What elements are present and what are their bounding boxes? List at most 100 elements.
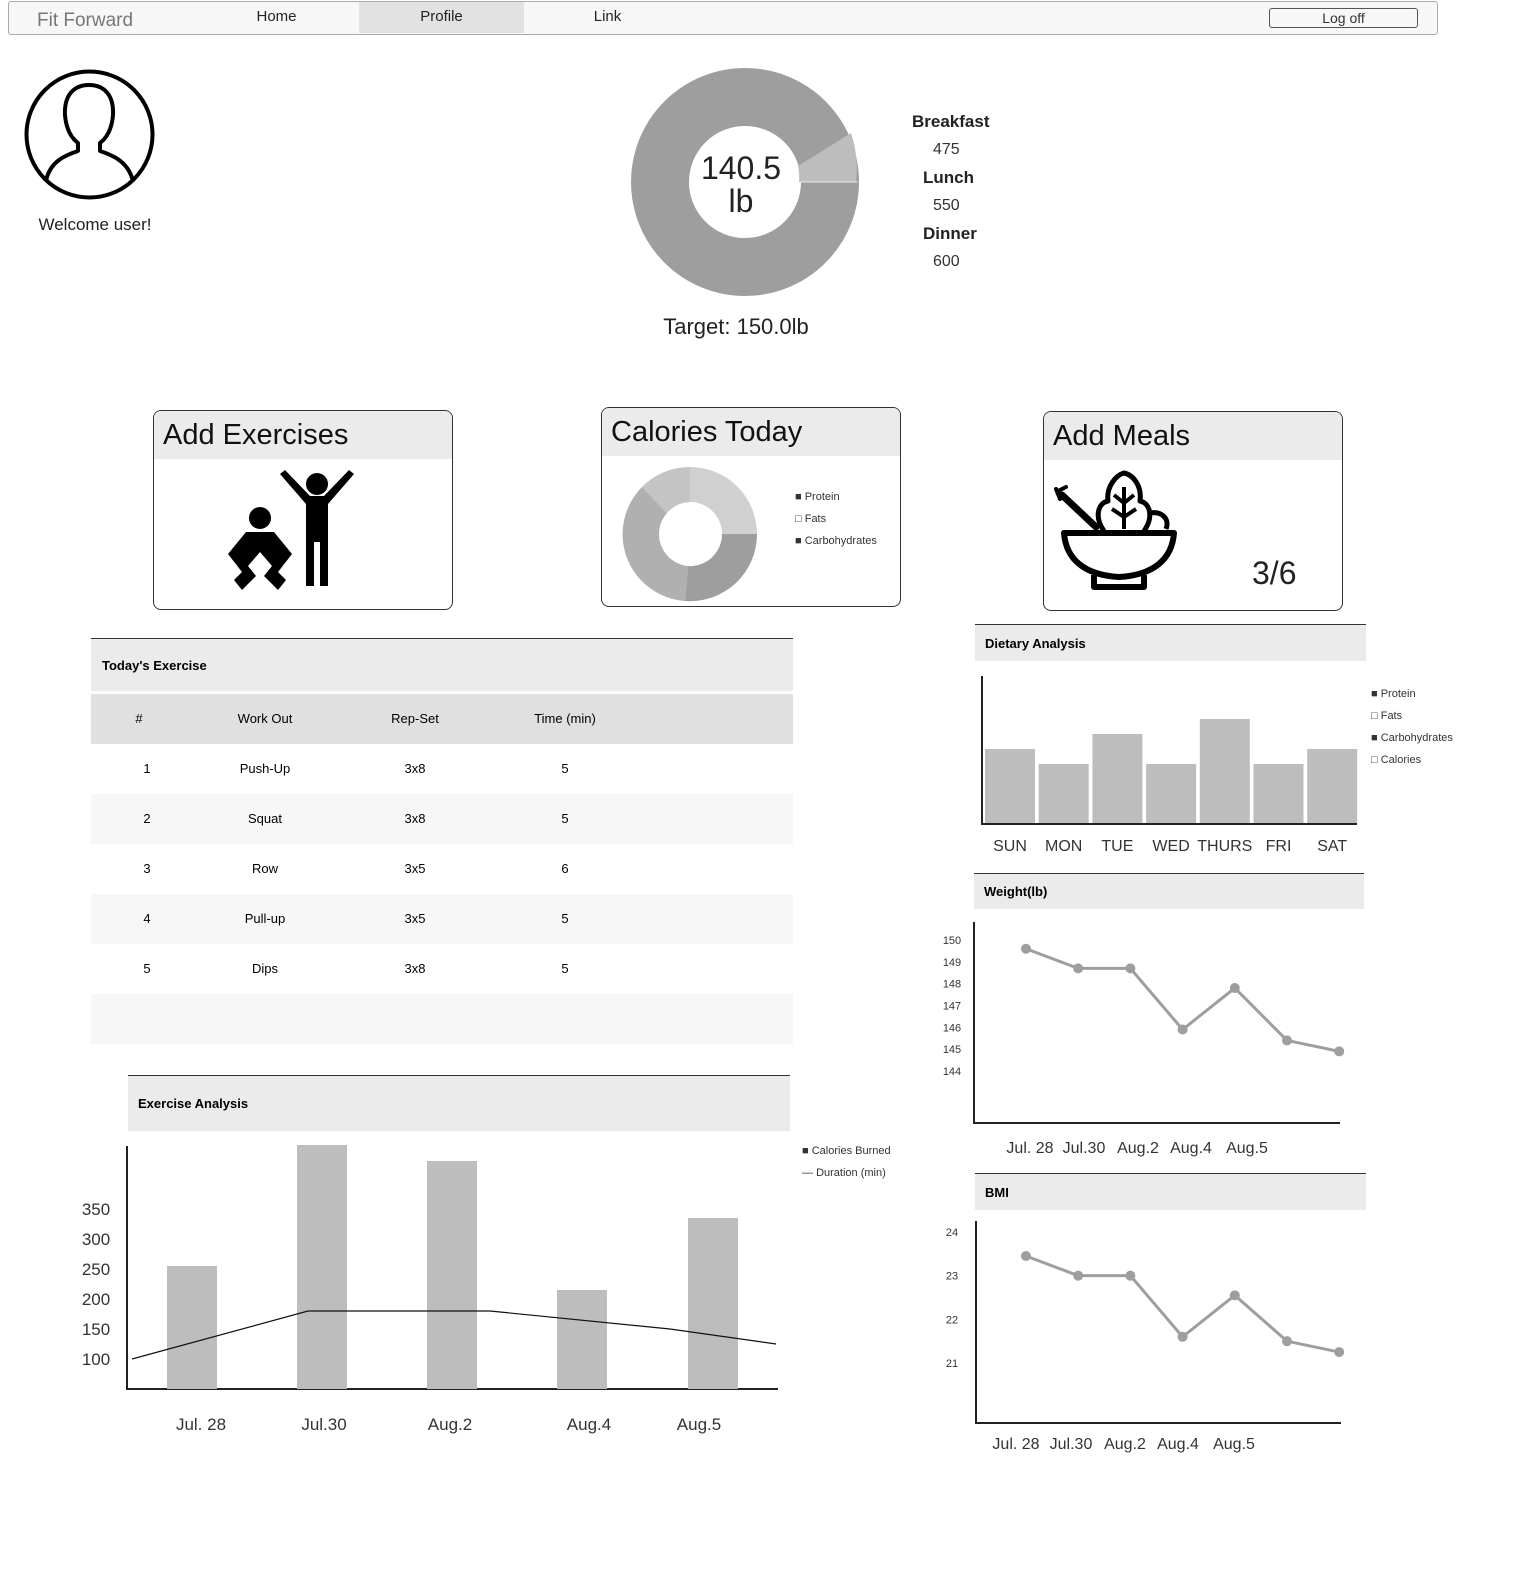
add-exercises-card[interactable]: Add Exercises xyxy=(153,410,453,610)
diet-x-label: SAT xyxy=(1317,838,1347,855)
diet-x-label: MON xyxy=(1045,838,1082,855)
exercise-bar xyxy=(167,1266,217,1389)
table-cell: Pull-up xyxy=(244,911,286,926)
todays-exercise-table: Today's Exercise # Work Out Rep-Set Time… xyxy=(91,638,793,1044)
diet-x-label: THURS xyxy=(1197,838,1252,855)
table-cell: 3 xyxy=(143,861,151,876)
weight-chart-point xyxy=(1334,1046,1345,1057)
table-cell: 6 xyxy=(561,861,569,876)
exercise-bar xyxy=(688,1218,738,1389)
table-cell: 5 xyxy=(143,961,151,976)
col-header-number[interactable]: # xyxy=(135,711,143,726)
weight-chart-x-label: Aug.2 xyxy=(1117,1140,1159,1157)
salad-bowl-icon xyxy=(1054,470,1177,590)
exercise-duration-line xyxy=(131,1310,777,1360)
diet-bar-mon xyxy=(1038,764,1089,824)
exercise-analysis-title: Exercise Analysis xyxy=(128,1075,790,1131)
bmi-chart-y-tick: 22 xyxy=(946,1314,958,1326)
table-cell: Push-Up xyxy=(239,761,291,776)
meals-progress-text: 3/6 xyxy=(1252,555,1297,591)
weight-chart-point xyxy=(1073,963,1084,974)
meal-label-lunch: Lunch xyxy=(923,168,974,187)
nav-link-link[interactable]: Link xyxy=(593,8,622,25)
col-header-time[interactable]: Time (min) xyxy=(534,711,596,726)
weight-chart-point xyxy=(1177,1024,1188,1035)
legend-carbohydrates: ■ Carbohydrates xyxy=(795,535,877,547)
exercise-bar xyxy=(427,1161,477,1389)
legend-diet-carbohydrates: ■ Carbohydrates xyxy=(1371,732,1453,744)
table-row[interactable]: 2 Squat 3x8 5 xyxy=(91,794,793,844)
table-row[interactable]: 3 Row 3x5 6 xyxy=(91,844,793,894)
meal-label-dinner: Dinner xyxy=(923,224,977,243)
diet-bar-sun xyxy=(985,749,1035,824)
nav-link-home[interactable]: Home xyxy=(256,8,297,25)
legend-duration: — Duration (min) xyxy=(802,1167,886,1179)
exercise-bar xyxy=(297,1145,347,1389)
table-cell: 3x8 xyxy=(404,961,426,976)
calories-today-card[interactable]: Calories Today ■ Protein □ Fats ■ Carboh… xyxy=(601,407,901,607)
logoff-button[interactable]: Log off xyxy=(1269,8,1418,28)
col-header-repset[interactable]: Rep-Set xyxy=(391,711,439,726)
nav-link-profile[interactable]: Profile xyxy=(359,2,524,33)
table-row[interactable]: 4 Pull-up 3x5 5 xyxy=(91,894,793,944)
weight-chart-x-label: Aug.5 xyxy=(1226,1140,1268,1157)
bmi-line-chart: 24 23 22 21 Jul. 28 Jul.30 Aug.2 Aug.4 Aug.5 xyxy=(946,1221,1345,1453)
weight-chart-x-label: Aug.4 xyxy=(1170,1140,1212,1157)
diet-bar-wed xyxy=(1146,764,1197,824)
add-meals-card[interactable]: Add Meals 3/6 xyxy=(1043,411,1343,611)
col-header-workout[interactable]: Work Out xyxy=(237,711,293,726)
exercise-x-label: Aug.5 xyxy=(677,1415,721,1434)
table-cell: Dips xyxy=(251,961,278,976)
table-cell: 5 xyxy=(561,761,569,776)
weight-chart-y-tick: 144 xyxy=(943,1066,961,1078)
exercise-y-tick: 100 xyxy=(82,1350,110,1369)
weight-chart-series-line xyxy=(1025,947,1340,1053)
bmi-chart-point xyxy=(1125,1270,1136,1281)
diet-bar-fri xyxy=(1253,764,1304,824)
table-cell: Squat xyxy=(248,811,282,826)
exercise-x-label: Aug.4 xyxy=(567,1415,611,1434)
exercise-y-tick: 250 xyxy=(82,1260,110,1279)
brand-logo[interactable]: Fit Forward xyxy=(37,10,134,31)
exercise-bar xyxy=(557,1290,607,1389)
exercise-y-tick: 200 xyxy=(82,1290,110,1309)
weight-chart-title: Weight(lb) xyxy=(974,873,1364,909)
diet-x-label: FRI xyxy=(1266,838,1292,855)
exercise-people-icon xyxy=(228,470,354,590)
bmi-chart-point xyxy=(1334,1347,1345,1358)
exercise-x-label: Jul.30 xyxy=(301,1415,346,1434)
calories-slice-carbohydrates xyxy=(685,534,758,602)
exercise-y-tick: 300 xyxy=(82,1230,110,1249)
exercise-analysis-chart: 350 300 250 200 150 100 Jul. 28 Jul.30 Aug.2 Aug.… xyxy=(82,1145,778,1434)
table-cell: 3x8 xyxy=(404,761,426,776)
bmi-chart-title: BMI xyxy=(975,1173,1366,1210)
bmi-chart-point xyxy=(1177,1331,1188,1342)
calories-slice-fats xyxy=(690,467,757,534)
table-row-empty xyxy=(91,994,793,1044)
meal-label-breakfast: Breakfast xyxy=(912,112,990,131)
target-weight-text: Target: 150.0lb xyxy=(663,314,809,339)
meal-value-lunch: 550 xyxy=(933,197,960,214)
meal-value-breakfast: 475 xyxy=(933,141,960,158)
legend-fats: □ Fats xyxy=(795,513,827,525)
exercise-y-tick: 350 xyxy=(82,1200,110,1219)
weight-chart-y-tick: 150 xyxy=(943,935,961,947)
exercise-x-label: Jul. 28 xyxy=(176,1415,226,1434)
legend-diet-calories: □ Calories xyxy=(1371,754,1422,766)
bmi-chart-point xyxy=(1021,1251,1031,1262)
bmi-chart-point xyxy=(1073,1270,1084,1281)
table-cell: 5 xyxy=(561,811,569,826)
table-row[interactable]: 1 Push-Up 3x8 5 xyxy=(91,744,793,794)
weight-chart-y-tick: 148 xyxy=(943,979,961,991)
table-cell: Row xyxy=(251,861,278,876)
weight-chart-x-label: Jul.30 xyxy=(1063,1140,1106,1157)
weight-chart-point xyxy=(1282,1035,1292,1046)
table-cell: 2 xyxy=(143,811,151,826)
diet-x-label: TUE xyxy=(1101,838,1133,855)
user-avatar-icon[interactable] xyxy=(24,69,155,200)
bmi-chart-y-tick: 24 xyxy=(946,1227,958,1239)
legend-protein: ■ Protein xyxy=(795,491,840,503)
exercise-y-tick: 150 xyxy=(82,1320,110,1339)
table-cell: 3x5 xyxy=(404,861,426,876)
table-row[interactable]: 5 Dips 3x8 5 xyxy=(91,944,793,994)
